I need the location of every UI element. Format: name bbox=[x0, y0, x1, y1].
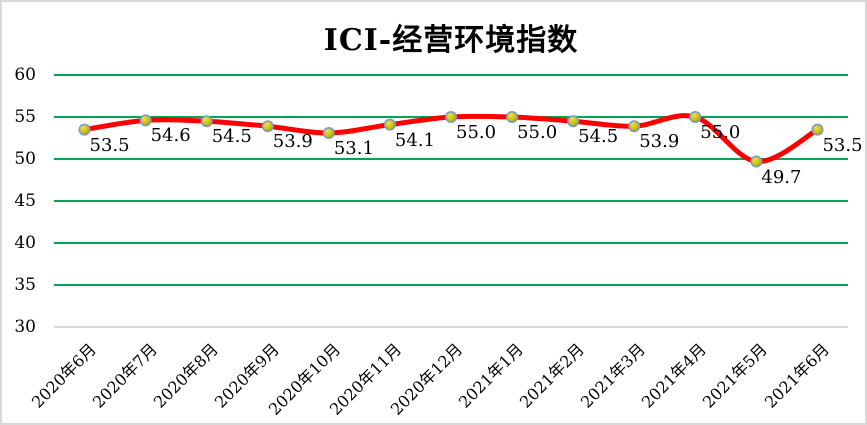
chart-title: ICI-经营环境指数 bbox=[323, 23, 579, 58]
data-point-marker bbox=[78, 123, 91, 136]
data-label: 54.5 bbox=[211, 126, 252, 148]
y-axis-label: 40 bbox=[14, 233, 36, 253]
data-point-marker bbox=[628, 120, 641, 133]
data-label: 55.0 bbox=[456, 122, 497, 143]
data-label: 55.0 bbox=[517, 122, 558, 143]
data-label: 53.5 bbox=[89, 134, 130, 156]
data-point-marker bbox=[200, 115, 213, 128]
data-label: 49.7 bbox=[761, 166, 802, 188]
data-point-marker bbox=[383, 118, 396, 131]
data-label: 53.9 bbox=[639, 131, 680, 153]
data-label: 54.6 bbox=[150, 125, 191, 147]
data-point-marker bbox=[811, 123, 824, 136]
data-point-marker bbox=[506, 111, 519, 124]
y-axis-label: 60 bbox=[14, 65, 36, 85]
y-axis-label: 30 bbox=[14, 317, 36, 337]
data-point-marker bbox=[750, 155, 763, 168]
data-label: 53.5 bbox=[822, 134, 863, 156]
data-point-marker bbox=[689, 111, 702, 124]
data-label: 54.5 bbox=[578, 126, 619, 148]
data-label: 55.0 bbox=[700, 122, 741, 143]
data-label: 53.1 bbox=[333, 137, 374, 159]
y-axis-label: 35 bbox=[14, 275, 36, 295]
data-point-marker bbox=[261, 120, 274, 133]
data-point-marker bbox=[322, 127, 335, 140]
data-point-marker bbox=[139, 114, 152, 127]
y-axis-label: 50 bbox=[14, 149, 36, 169]
y-axis-label: 55 bbox=[14, 107, 36, 127]
data-label: 54.1 bbox=[394, 129, 435, 151]
data-label: 53.9 bbox=[272, 131, 313, 153]
data-point-marker bbox=[567, 115, 580, 128]
data-point-marker bbox=[444, 111, 457, 124]
y-axis-label: 45 bbox=[14, 191, 36, 211]
